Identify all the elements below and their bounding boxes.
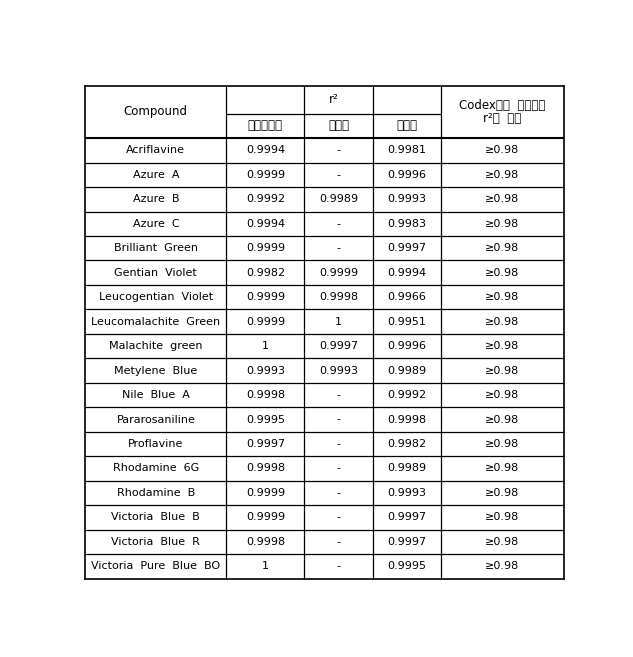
Text: r²의  범위: r²의 범위 <box>483 112 522 125</box>
Text: ≥0.98: ≥0.98 <box>485 415 520 424</box>
Text: -: - <box>337 439 341 449</box>
Text: ≥0.98: ≥0.98 <box>485 170 520 180</box>
Text: ≥0.98: ≥0.98 <box>485 390 520 400</box>
Text: 0.9989: 0.9989 <box>387 365 427 376</box>
Text: 0.9982: 0.9982 <box>246 267 285 278</box>
Text: 0.9951: 0.9951 <box>387 317 427 327</box>
Text: 0.9993: 0.9993 <box>387 488 427 498</box>
Text: -: - <box>337 561 341 572</box>
Text: 0.9999: 0.9999 <box>246 243 285 253</box>
Text: 0.9994: 0.9994 <box>387 267 427 278</box>
Text: 0.9997: 0.9997 <box>387 243 427 253</box>
Text: Leucomalachite  Green: Leucomalachite Green <box>91 317 220 327</box>
Text: ≥0.98: ≥0.98 <box>485 317 520 327</box>
Text: -: - <box>337 512 341 522</box>
Text: -: - <box>337 243 341 253</box>
Text: 잔류물질과: 잔류물질과 <box>248 120 283 132</box>
Text: 0.9995: 0.9995 <box>246 415 285 424</box>
Text: Rhodamine  B: Rhodamine B <box>116 488 195 498</box>
Text: -: - <box>337 145 341 155</box>
Text: Victoria  Pure  Blue  BO: Victoria Pure Blue BO <box>91 561 220 572</box>
Text: 0.9989: 0.9989 <box>387 463 427 474</box>
Text: 0.9999: 0.9999 <box>246 170 285 180</box>
Text: 0.9993: 0.9993 <box>387 194 427 204</box>
Text: Leucogentian  Violet: Leucogentian Violet <box>99 292 213 302</box>
Text: 1: 1 <box>335 317 342 327</box>
Text: 0.9998: 0.9998 <box>319 292 358 302</box>
Text: 0.9996: 0.9996 <box>387 341 427 351</box>
Text: Rhodamine  6G: Rhodamine 6G <box>113 463 199 474</box>
Text: Pararosaniline: Pararosaniline <box>116 415 196 424</box>
Text: 0.9981: 0.9981 <box>387 145 427 155</box>
Text: -: - <box>337 415 341 424</box>
Text: 0.9998: 0.9998 <box>387 415 427 424</box>
Text: 0.9983: 0.9983 <box>387 219 427 229</box>
Text: ≥0.98: ≥0.98 <box>485 439 520 449</box>
Text: -: - <box>337 463 341 474</box>
Text: ≥0.98: ≥0.98 <box>485 194 520 204</box>
Text: Azure  C: Azure C <box>132 219 179 229</box>
Text: 0.9999: 0.9999 <box>246 488 285 498</box>
Text: 0.9992: 0.9992 <box>387 390 427 400</box>
Text: 0.9994: 0.9994 <box>246 219 285 229</box>
Text: 0.9982: 0.9982 <box>387 439 427 449</box>
Text: 0.9998: 0.9998 <box>246 463 285 474</box>
Text: -: - <box>337 537 341 547</box>
Text: Metylene  Blue: Metylene Blue <box>114 365 197 376</box>
Text: Proflavine: Proflavine <box>128 439 184 449</box>
Text: 0.9996: 0.9996 <box>387 170 427 180</box>
Text: 0.9999: 0.9999 <box>246 292 285 302</box>
Text: ≥0.98: ≥0.98 <box>485 512 520 522</box>
Text: ≥0.98: ≥0.98 <box>485 145 520 155</box>
Text: -: - <box>337 170 341 180</box>
Text: ≥0.98: ≥0.98 <box>485 537 520 547</box>
Text: ≥0.98: ≥0.98 <box>485 267 520 278</box>
Text: 0.9993: 0.9993 <box>246 365 285 376</box>
Text: Compound: Compound <box>124 106 188 118</box>
Text: 0.9998: 0.9998 <box>246 390 285 400</box>
Text: 0.9995: 0.9995 <box>387 561 427 572</box>
Text: Azure  B: Azure B <box>132 194 179 204</box>
Text: 0.9992: 0.9992 <box>246 194 285 204</box>
Text: 0.9994: 0.9994 <box>246 145 285 155</box>
Text: ≥0.98: ≥0.98 <box>485 561 520 572</box>
Text: 1: 1 <box>262 561 269 572</box>
Text: 0.9993: 0.9993 <box>319 365 358 376</box>
Text: Malachite  green: Malachite green <box>109 341 203 351</box>
Text: -: - <box>337 488 341 498</box>
Text: Brilliant  Green: Brilliant Green <box>114 243 198 253</box>
Text: 0.9997: 0.9997 <box>246 439 285 449</box>
Text: ≥0.98: ≥0.98 <box>485 243 520 253</box>
Text: ≥0.98: ≥0.98 <box>485 292 520 302</box>
Text: 0.9998: 0.9998 <box>246 537 285 547</box>
Text: Victoria  Blue  R: Victoria Blue R <box>111 537 200 547</box>
Text: 0.9997: 0.9997 <box>387 537 427 547</box>
Text: 0.9989: 0.9989 <box>319 194 358 204</box>
Text: Codex에서  요구하는: Codex에서 요구하는 <box>459 99 546 112</box>
Text: 경인청: 경인청 <box>328 120 349 132</box>
Text: 0.9966: 0.9966 <box>387 292 427 302</box>
Text: ≥0.98: ≥0.98 <box>485 488 520 498</box>
Text: Victoria  Blue  B: Victoria Blue B <box>111 512 200 522</box>
Text: ≥0.98: ≥0.98 <box>485 365 520 376</box>
Text: ≥0.98: ≥0.98 <box>485 463 520 474</box>
Text: 부산청: 부산청 <box>396 120 417 132</box>
Text: 1: 1 <box>262 341 269 351</box>
Text: Acriflavine: Acriflavine <box>127 145 185 155</box>
Text: -: - <box>337 390 341 400</box>
Text: r²: r² <box>329 93 339 106</box>
Text: 0.9997: 0.9997 <box>387 512 427 522</box>
Text: ≥0.98: ≥0.98 <box>485 341 520 351</box>
Text: -: - <box>337 219 341 229</box>
Text: ≥0.98: ≥0.98 <box>485 219 520 229</box>
Text: 0.9999: 0.9999 <box>246 512 285 522</box>
Text: 0.9997: 0.9997 <box>319 341 358 351</box>
Text: 0.9999: 0.9999 <box>246 317 285 327</box>
Text: Azure  A: Azure A <box>132 170 179 180</box>
Text: 0.9999: 0.9999 <box>319 267 358 278</box>
Text: Nile  Blue  A: Nile Blue A <box>122 390 190 400</box>
Text: Gentian  Violet: Gentian Violet <box>115 267 197 278</box>
